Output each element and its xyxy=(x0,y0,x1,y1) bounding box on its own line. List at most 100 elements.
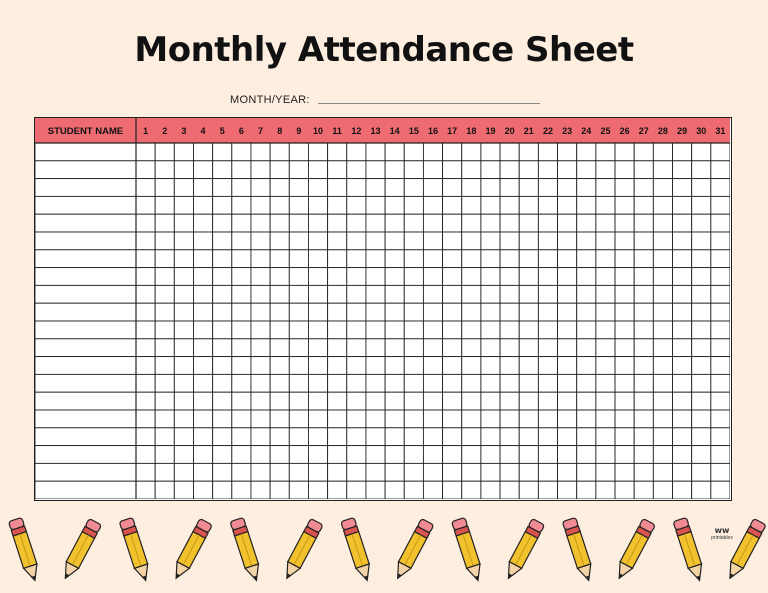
attendance-cell[interactable] xyxy=(288,178,309,197)
attendance-cell[interactable] xyxy=(652,195,673,215)
attendance-cell[interactable] xyxy=(480,480,501,499)
attendance-cell[interactable] xyxy=(346,213,367,233)
attendance-cell[interactable] xyxy=(365,267,386,286)
attendance-cell[interactable] xyxy=(652,462,673,482)
attendance-cell[interactable] xyxy=(308,267,329,286)
attendance-cell[interactable] xyxy=(518,356,539,375)
attendance-cell[interactable] xyxy=(269,178,290,197)
attendance-cell[interactable] xyxy=(154,445,175,464)
attendance-cell[interactable] xyxy=(537,338,558,358)
attendance-cell[interactable] xyxy=(288,409,309,429)
attendance-cell[interactable] xyxy=(461,284,482,304)
attendance-cell[interactable] xyxy=(518,160,539,180)
attendance-cell[interactable] xyxy=(384,409,405,429)
attendance-cell[interactable] xyxy=(461,427,482,447)
attendance-cell[interactable] xyxy=(154,142,175,162)
attendance-cell[interactable] xyxy=(403,373,424,393)
attendance-cell[interactable] xyxy=(518,427,539,447)
attendance-cell[interactable] xyxy=(442,480,463,499)
attendance-cell[interactable] xyxy=(135,462,156,482)
attendance-cell[interactable] xyxy=(633,409,654,429)
attendance-cell[interactable] xyxy=(403,195,424,215)
attendance-cell[interactable] xyxy=(269,249,290,269)
attendance-cell[interactable] xyxy=(710,320,730,340)
attendance-cell[interactable] xyxy=(576,178,597,197)
attendance-cell[interactable] xyxy=(518,195,539,215)
attendance-cell[interactable] xyxy=(710,249,730,269)
attendance-cell[interactable] xyxy=(614,213,635,233)
attendance-cell[interactable] xyxy=(269,302,290,322)
attendance-cell[interactable] xyxy=(173,249,194,269)
attendance-cell[interactable] xyxy=(518,178,539,197)
attendance-cell[interactable] xyxy=(308,249,329,269)
attendance-cell[interactable] xyxy=(173,267,194,286)
attendance-cell[interactable] xyxy=(403,284,424,304)
attendance-cell[interactable] xyxy=(691,320,712,340)
attendance-cell[interactable] xyxy=(537,480,558,499)
attendance-cell[interactable] xyxy=(173,178,194,197)
attendance-cell[interactable] xyxy=(403,231,424,251)
attendance-cell[interactable] xyxy=(576,445,597,464)
attendance-cell[interactable] xyxy=(231,249,252,269)
attendance-cell[interactable] xyxy=(173,142,194,162)
attendance-cell[interactable] xyxy=(250,356,271,375)
attendance-cell[interactable] xyxy=(537,373,558,393)
attendance-cell[interactable] xyxy=(346,462,367,482)
attendance-cell[interactable] xyxy=(365,178,386,197)
attendance-cell[interactable] xyxy=(269,480,290,499)
attendance-cell[interactable] xyxy=(442,195,463,215)
attendance-cell[interactable] xyxy=(480,445,501,464)
attendance-cell[interactable] xyxy=(346,409,367,429)
attendance-cell[interactable] xyxy=(288,427,309,447)
attendance-cell[interactable] xyxy=(461,231,482,251)
attendance-cell[interactable] xyxy=(691,338,712,358)
attendance-cell[interactable] xyxy=(710,373,730,393)
attendance-cell[interactable] xyxy=(557,302,578,322)
student-name-cell[interactable] xyxy=(35,231,137,251)
attendance-cell[interactable] xyxy=(499,480,520,499)
attendance-cell[interactable] xyxy=(403,267,424,286)
attendance-cell[interactable] xyxy=(672,267,693,286)
attendance-cell[interactable] xyxy=(499,195,520,215)
attendance-cell[interactable] xyxy=(499,231,520,251)
attendance-cell[interactable] xyxy=(537,302,558,322)
attendance-cell[interactable] xyxy=(652,480,673,499)
attendance-cell[interactable] xyxy=(595,231,616,251)
attendance-cell[interactable] xyxy=(672,373,693,393)
attendance-cell[interactable] xyxy=(633,231,654,251)
attendance-cell[interactable] xyxy=(557,231,578,251)
attendance-cell[interactable] xyxy=(499,320,520,340)
attendance-cell[interactable] xyxy=(269,409,290,429)
attendance-cell[interactable] xyxy=(327,195,348,215)
attendance-cell[interactable] xyxy=(499,160,520,180)
attendance-cell[interactable] xyxy=(576,302,597,322)
attendance-cell[interactable] xyxy=(691,195,712,215)
attendance-cell[interactable] xyxy=(154,480,175,499)
attendance-cell[interactable] xyxy=(672,284,693,304)
attendance-cell[interactable] xyxy=(384,445,405,464)
attendance-cell[interactable] xyxy=(652,284,673,304)
attendance-cell[interactable] xyxy=(595,445,616,464)
attendance-cell[interactable] xyxy=(499,391,520,411)
attendance-cell[interactable] xyxy=(672,480,693,499)
attendance-cell[interactable] xyxy=(614,142,635,162)
attendance-cell[interactable] xyxy=(557,213,578,233)
attendance-cell[interactable] xyxy=(193,373,214,393)
attendance-cell[interactable] xyxy=(269,338,290,358)
attendance-cell[interactable] xyxy=(576,142,597,162)
attendance-cell[interactable] xyxy=(633,391,654,411)
attendance-cell[interactable] xyxy=(308,427,329,447)
attendance-cell[interactable] xyxy=(614,284,635,304)
attendance-cell[interactable] xyxy=(461,445,482,464)
attendance-cell[interactable] xyxy=(595,338,616,358)
attendance-cell[interactable] xyxy=(135,178,156,197)
attendance-cell[interactable] xyxy=(173,445,194,464)
attendance-cell[interactable] xyxy=(576,284,597,304)
attendance-cell[interactable] xyxy=(557,195,578,215)
attendance-cell[interactable] xyxy=(365,213,386,233)
attendance-cell[interactable] xyxy=(250,445,271,464)
attendance-cell[interactable] xyxy=(461,409,482,429)
attendance-cell[interactable] xyxy=(442,249,463,269)
student-name-cell[interactable] xyxy=(35,320,137,340)
attendance-cell[interactable] xyxy=(193,302,214,322)
